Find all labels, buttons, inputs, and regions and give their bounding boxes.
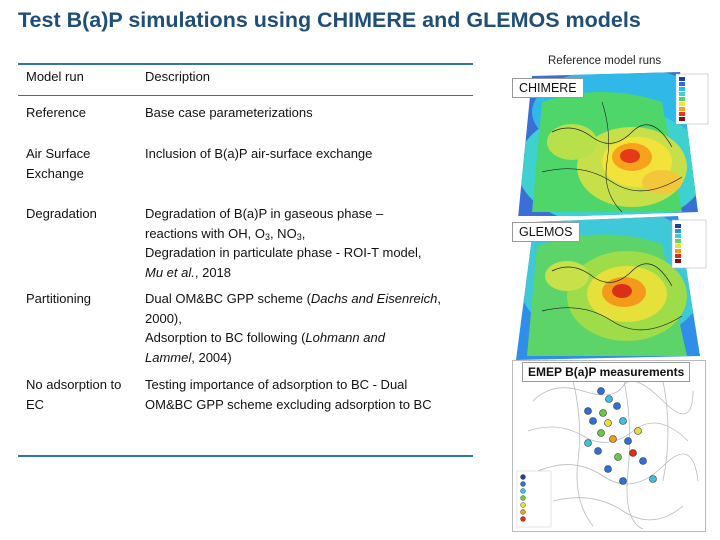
row-run-reference: Reference: [26, 105, 86, 120]
reference-caption: Reference model runs: [548, 55, 662, 67]
emep-map: [512, 360, 706, 532]
table-top-rule: [18, 63, 473, 65]
chimere-map-image: [512, 72, 710, 220]
row-run-partitioning: Partitioning: [26, 291, 92, 306]
row-desc-partitioning: Dual OM&BC GPP scheme (Dachs and Eisenre…: [145, 291, 442, 365]
row-desc-degradation: Degradation of B(a)P in gaseous phase – …: [145, 206, 422, 280]
row-desc-air-surface: Inclusion of B(a)P air-surface exchange: [145, 146, 373, 161]
row-run-degradation: Degradation: [26, 206, 97, 221]
row-desc-no-adsorption: Testing importance of adsorption to BC -…: [145, 377, 432, 412]
table-bottom-rule: [18, 455, 473, 457]
row-run-air-surface: Air Surface Exchange: [26, 146, 91, 181]
header-description: Description: [145, 69, 211, 84]
header-model-run: Model run: [26, 69, 84, 84]
row-run-no-adsorption: No adsorption to EC: [26, 377, 122, 412]
emep-label: EMEP B(a)P measurements: [522, 362, 691, 382]
emep-map-image: [513, 361, 705, 531]
chimere-map: [512, 72, 710, 220]
page-title: Test B(a)P simulations using CHIMERE and…: [18, 8, 641, 32]
table-header-rule: [18, 95, 473, 96]
chimere-label: CHIMERE: [512, 78, 584, 98]
row-desc-reference: Base case parameterizations: [145, 105, 313, 120]
glemos-label: GLEMOS: [512, 222, 580, 242]
